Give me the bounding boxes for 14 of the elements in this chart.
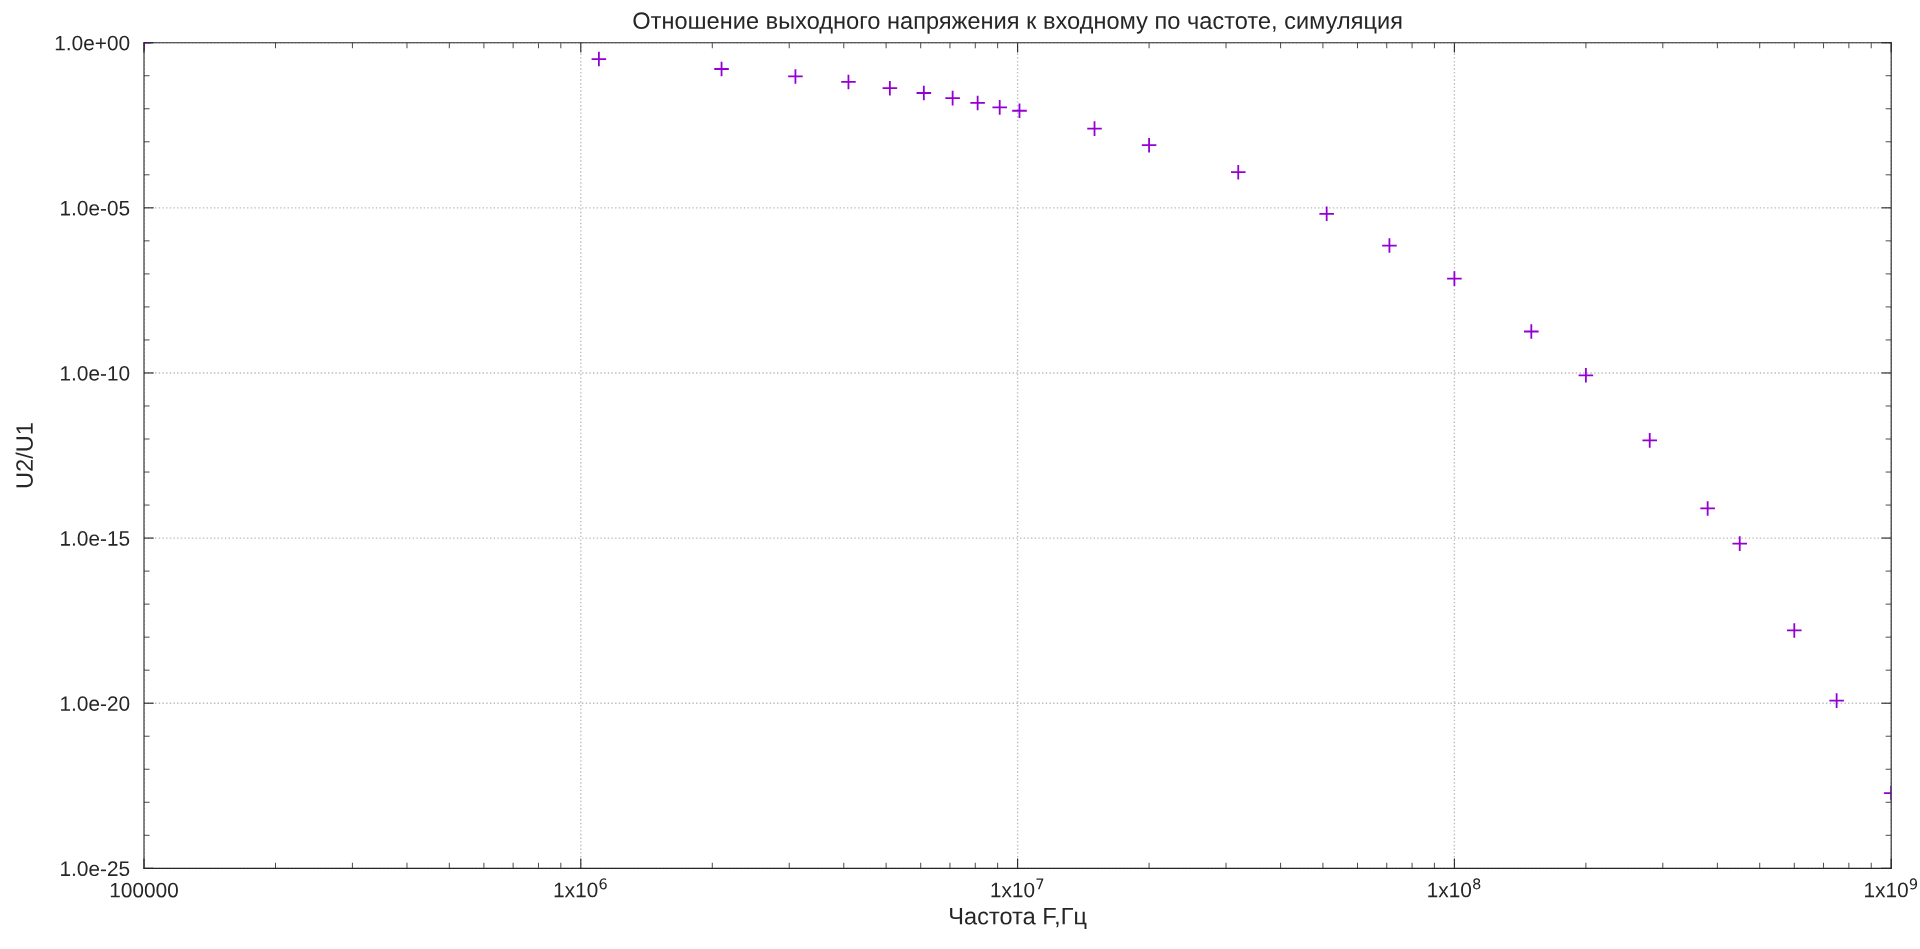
x-tick-label: 1x10$^{9}$ xyxy=(1865,878,1918,898)
x-tick-label: 100000 xyxy=(110,882,178,898)
y-tick-label: 1.0e+00 xyxy=(55,35,130,51)
y-tick-label: 1.0e-05 xyxy=(61,200,130,216)
y-axis-title: U2/U1 xyxy=(15,423,33,488)
x-axis-title: Частота F,Гц xyxy=(950,908,1087,930)
y-tick-label: 1.0e-20 xyxy=(61,696,130,711)
x-tick-label: 1x10$^{8}$ xyxy=(1428,878,1481,898)
x-tick-label: 1x10$^{7}$ xyxy=(991,878,1044,898)
x-tick-label: 1x10$^{6}$ xyxy=(554,878,607,898)
chart-title: Отношение выходного напряжения к входному по частоте, симуляция xyxy=(633,12,1402,34)
y-tick-label: 1.0e-10 xyxy=(61,365,130,381)
y-tick-label: 1.0e-25 xyxy=(61,861,130,877)
y-tick-label: 1.0e-15 xyxy=(61,531,130,546)
